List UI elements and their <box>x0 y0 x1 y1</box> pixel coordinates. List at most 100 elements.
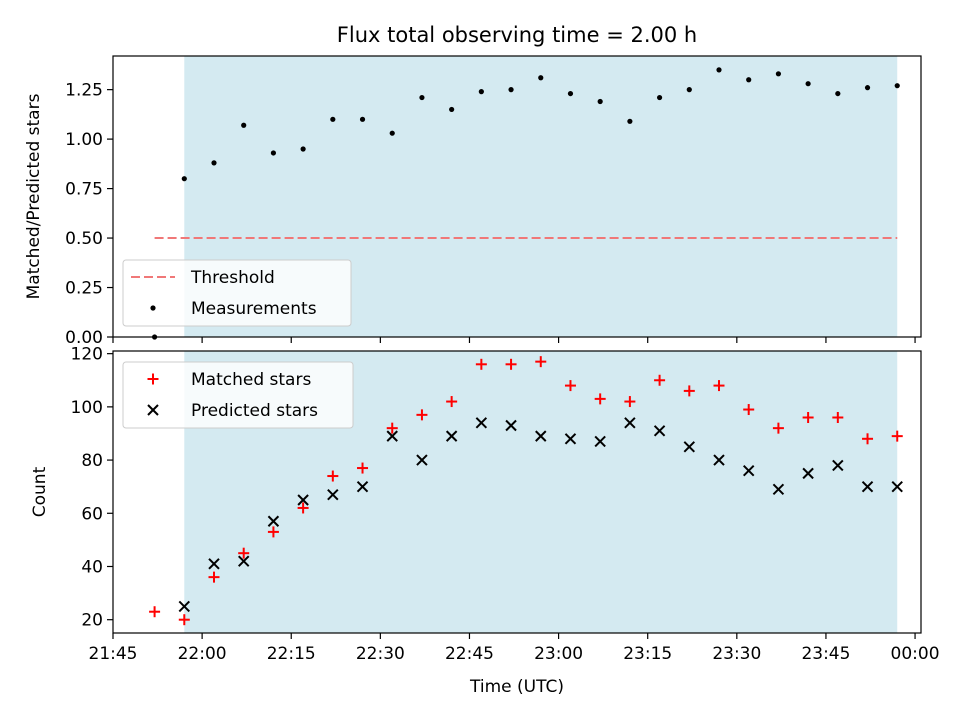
measurement-point-24 <box>864 85 871 91</box>
legend-x-marker <box>147 404 159 416</box>
bottom-y-tick-label-5: 120 <box>71 345 103 365</box>
predicted-point-24 <box>891 480 903 493</box>
matched-point-21 <box>772 422 784 434</box>
bottom-y-tick-label-4: 100 <box>71 398 103 418</box>
predicted-point-3 <box>267 515 280 527</box>
matched-point-25 <box>891 430 903 442</box>
matched-point-24 <box>862 433 874 445</box>
predicted-point-18 <box>713 454 725 466</box>
matched-point-9 <box>416 409 428 421</box>
measurement-point-2 <box>211 160 217 166</box>
predicted-point-16 <box>653 425 666 437</box>
bottom-legend-box <box>122 361 354 429</box>
measurement-point-8 <box>389 130 395 136</box>
matched-point-22 <box>802 412 814 424</box>
measurement-point-7 <box>359 116 366 122</box>
matched-point-7 <box>357 462 369 474</box>
measurement-point-12 <box>508 87 514 93</box>
bottom-y-tick-label-0: 20 <box>81 611 103 631</box>
bottom-plot-frame <box>112 350 922 634</box>
bottom-y-axis-label: Count <box>30 466 50 517</box>
top-y-axis-label: Matched/Predicted stars <box>24 93 44 299</box>
matched-point-11 <box>475 358 487 370</box>
top-x-ticks <box>112 337 916 343</box>
x-tick-label-4: 22:45 <box>445 644 494 664</box>
x-tick-label-3: 22:30 <box>356 644 405 664</box>
measurement-point-4 <box>270 150 277 156</box>
measurement-point-6 <box>330 116 336 122</box>
measurement-point-20 <box>746 77 752 83</box>
measurement-point-19 <box>716 67 722 73</box>
legend-measurement-swatch <box>150 305 156 311</box>
measurement-point-17 <box>656 94 663 101</box>
top-legend-box <box>122 259 352 327</box>
legend-matched-swatch <box>147 373 159 385</box>
matched-point-4 <box>267 526 279 538</box>
measurement-point-3 <box>241 122 247 128</box>
legend-threshold-label: Threshold <box>190 268 275 288</box>
predicted-point-13 <box>564 433 577 445</box>
matched-point-1 <box>178 614 190 626</box>
ratio-panel: 0.00 0.25 0.50 0.75 1.00 1.25 Flux total obse… <box>24 23 922 348</box>
predicted-point-1 <box>208 558 220 570</box>
predicted-point-21 <box>802 467 814 480</box>
measurement-point-5 <box>300 146 306 152</box>
top-plot-frame <box>112 55 922 338</box>
matched-point-13 <box>535 356 547 368</box>
predicted-point-14 <box>594 435 606 448</box>
predicted-point-7 <box>386 430 398 442</box>
predicted-point-19 <box>742 465 755 477</box>
predicted-point-12 <box>535 430 547 442</box>
matched-point-15 <box>594 393 606 405</box>
x-tick-label-1: 22:00 <box>178 644 227 664</box>
x-tick-label-8: 23:45 <box>801 644 850 664</box>
x-tick-label-7: 23:30 <box>712 644 761 664</box>
measurement-point-10 <box>449 106 455 113</box>
measurement-point-15 <box>597 98 603 105</box>
measurement-point-23 <box>835 90 841 97</box>
measurement-point-9 <box>419 94 425 101</box>
matched-point-10 <box>446 396 458 408</box>
top-y-tick-label-1: 0.25 <box>65 279 103 299</box>
predicted-point-22 <box>832 459 844 472</box>
predicted-point-10 <box>475 417 488 429</box>
predicted-point-9 <box>445 430 458 442</box>
x-tick-label-9: 00:00 <box>891 644 940 664</box>
matched-point-17 <box>654 374 666 386</box>
predicted-point-20 <box>772 483 785 496</box>
predicted-point-0 <box>178 600 191 613</box>
legend-predicted-label: Predicted stars <box>191 401 318 421</box>
measurement-point-25 <box>894 83 900 89</box>
x-tick-label-6: 23:15 <box>623 644 672 664</box>
legend-matched-label: Matched stars <box>191 370 311 390</box>
top-y-tick-label-3: 0.75 <box>65 180 103 200</box>
top-y-ticks: 0.00 0.25 0.50 0.75 1.00 1.25 <box>65 81 113 348</box>
matched-point-6 <box>327 470 339 482</box>
top-y-tick-label-5: 1.25 <box>65 81 103 101</box>
count-points <box>149 356 903 626</box>
bottom-y-tick-label-2: 60 <box>81 504 103 524</box>
predicted-point-17 <box>683 441 696 453</box>
matched-point-3 <box>238 547 250 559</box>
measurement-point-14 <box>567 90 574 97</box>
matched-point-5 <box>297 502 309 514</box>
legend-plus-marker <box>147 373 159 385</box>
top-y-tick-label-2: 0.50 <box>65 229 103 249</box>
predicted-point-4 <box>297 494 309 506</box>
bottom-y-tick-label-1: 40 <box>81 557 103 577</box>
measurement-point-18 <box>686 87 692 93</box>
x-tick-label-5: 23:00 <box>534 644 583 664</box>
matched-point-12 <box>505 358 517 370</box>
chart-title: Flux total observing time = 2.00 h <box>337 23 697 47</box>
top-legend: Threshold Measurements <box>122 259 352 327</box>
x-tick-label-0: 21:45 <box>89 644 138 664</box>
top-y-tick-label-0: 0.00 <box>65 328 103 348</box>
measurement-point-16 <box>627 118 633 124</box>
x-axis-label: Time (UTC) <box>469 677 564 697</box>
x-tick-label-2: 22:15 <box>267 644 316 664</box>
matched-point-23 <box>832 412 844 424</box>
predicted-point-23 <box>861 480 874 493</box>
measurement-point-1 <box>181 176 187 182</box>
measurement-point-11 <box>478 89 484 95</box>
measurement-point-22 <box>805 81 811 87</box>
